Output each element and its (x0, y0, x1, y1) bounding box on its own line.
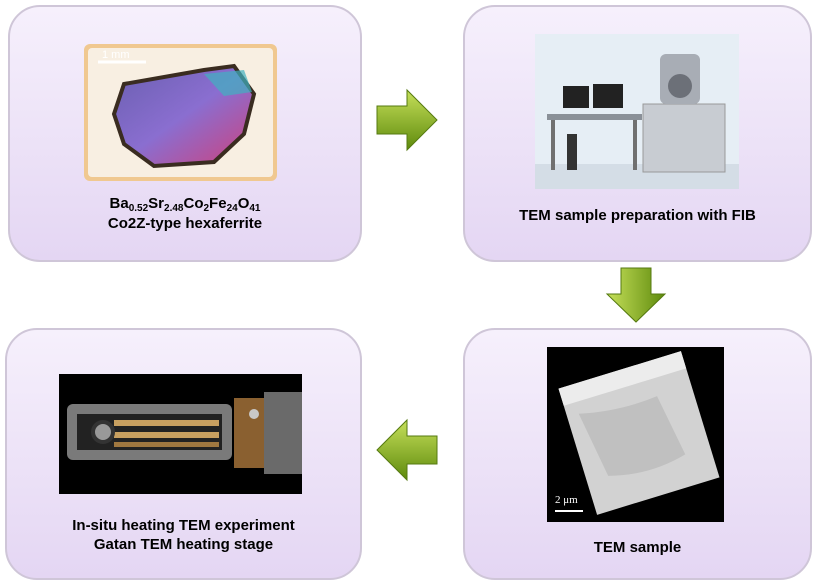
scale-label: 1 mm (102, 49, 130, 61)
caption: In-situ heating TEM experiment (72, 517, 295, 534)
element-subscript: 2.48 (164, 203, 184, 214)
element-symbol: Co (183, 195, 204, 212)
element-symbol: O (237, 195, 250, 212)
element-subscript: 0.52 (128, 203, 149, 214)
crystal-image: 1 mm (84, 44, 277, 181)
element-symbol: Sr (148, 195, 165, 212)
step-box: TEM sample preparation with FIB (463, 5, 812, 262)
caption: TEM sample preparation with FIB (519, 207, 756, 224)
arrow-left (376, 418, 438, 482)
arrow-down (605, 267, 667, 323)
caption: Co2Z-type hexaferrite (107, 215, 263, 232)
scale-label: 2 μm (555, 494, 578, 506)
stage-image (59, 374, 302, 494)
tem-image: 2 μm (547, 347, 724, 522)
element-subscript: 2 (203, 203, 210, 214)
element-symbol: Fe (209, 195, 227, 212)
step-box: 1 mm Ba0.52Sr2.48Co2Fe24O41 Co2Z-type he… (8, 5, 362, 262)
element-symbol: Ba (109, 195, 129, 212)
caption: Gatan TEM heating stage (93, 536, 274, 553)
element-subscript: 41 (249, 203, 261, 214)
step-box: In-situ heating TEM experiment Gatan TEM… (5, 328, 362, 580)
fib-image (535, 34, 739, 189)
element-subscript: 24 (226, 203, 238, 214)
formula: Ba0.52Sr2.48Co2Fe24O41 (10, 194, 360, 218)
caption: TEM sample (593, 539, 682, 556)
step-box: 2 μm TEM sample (463, 328, 812, 580)
arrow-right (376, 88, 438, 152)
